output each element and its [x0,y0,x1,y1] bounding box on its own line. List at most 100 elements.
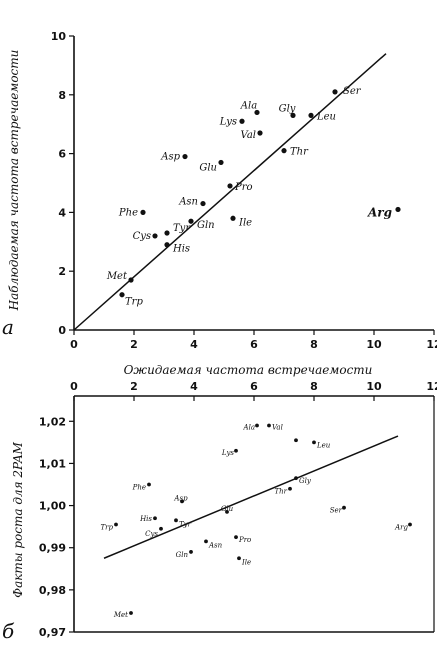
panel-b-x-tick-label: 10 [366,380,382,393]
panel-b-point-label: Tyr [179,520,192,528]
panel-a: а Наблюдаемая частота встречаемости Ожид… [2,30,437,377]
panel-a-point-label: Met [106,271,128,282]
panel-a-x-tick-label: 6 [250,338,258,351]
panel-b-data-point [234,535,238,540]
panel-a-data-point [152,233,158,239]
panel-b-point-label: Gln [176,551,189,559]
panel-b-point-label: Ala [243,424,255,432]
panel-a-point-label: Val [241,130,256,141]
panel-a-y-tick-label: 0 [58,324,66,337]
panel-a-data-point [257,130,263,136]
panel-a-data-point [164,242,170,248]
panel-a-data-point [254,109,260,116]
panel-b-point-label: Gly [299,477,312,485]
panel-b-point-label: Phe [132,484,146,492]
panel-b-data-point [189,550,193,554]
panel-b-point-label: Pro [238,536,251,544]
panel-a-y-tick-label: 6 [58,148,66,161]
panel-b-data-point [312,440,316,445]
panel-a-point-label: Thr [290,147,309,158]
panel-b-y-tick-label: 1,02 [39,415,66,428]
panel-b-data-point [147,482,151,487]
panel-b-data-point [204,539,208,544]
panel-a-y-tick-label: 2 [58,265,66,278]
panel-a-y-axis-label: Наблюдаемая частота встречаемости [7,50,21,312]
panel-a-point-label: Ala [240,100,257,111]
panel-a-data-point [218,159,224,166]
panel-a-point-label: Ser [343,86,362,97]
panel-b-x-tick-label: 12 [426,380,437,393]
panel-b-x-tick-label: 2 [130,380,138,393]
panel-a-point-label: Pro [234,182,253,193]
panel-a-x-tick-label: 8 [310,338,318,351]
panel-a-x-tick-label: 2 [130,338,138,351]
panel-b-y-tick-label: 0,99 [39,542,66,555]
panel-b-y-tick-label: 1,01 [39,457,66,470]
panel-b-data-point [294,438,298,443]
panel-a-point-label: Tyr [173,223,191,234]
panel-b-point-label: Asn [208,541,223,549]
panel-b-data-point [255,423,259,428]
panel-a-point-label: Lys [219,116,237,127]
panel-b-point-label: Arg [394,524,408,532]
panel-a-data-point [290,112,296,118]
panel-a-data-point [395,206,401,213]
panel-b-data-point [174,518,178,523]
panel-b-x-tick-label: 0 [70,380,78,393]
panel-b-point-label: Cys [145,530,158,538]
panel-b-regression-line [103,435,399,559]
panel-b-data-point [114,522,118,527]
panel-b-data-point [408,522,412,527]
panel-b-point-label: Leu [316,441,331,449]
panel-a-point-label: Gly [279,103,296,114]
panel-b-point-label: Thr [274,488,287,496]
panel-a-regression-line [73,53,387,331]
panel-b-data-point [342,505,346,510]
panel-a-data-point [188,218,194,224]
panel-a-x-tick-label: 10 [366,338,382,351]
panel-a-point-label: Gln [197,220,215,231]
panel-a-x-tick-label: 4 [190,338,198,351]
panel-a-x-tick-label: 0 [70,338,78,351]
panel-b-data-point [159,526,163,531]
panel-a-x-axis-label: Ожидаемая частота встречаемости [124,363,373,377]
panel-a-y-tick-label: 8 [58,89,66,102]
panel-a-point-label: Trp [125,297,143,308]
panel-a-point-label: Glu [199,162,217,173]
panel-b-letter: б [2,619,15,643]
panel-a-point-label: Arg [367,205,392,219]
panel-a-data-point [140,209,146,215]
panel-a-point-label: Leu [316,111,336,122]
panel-b-data-point [153,516,157,521]
panel-a-data-point [281,148,287,154]
panel-b-data-point [237,556,241,561]
panel-a-y-tick-label: 4 [58,206,66,219]
panel-b-data-point [234,448,238,453]
panel-a-letter: а [2,315,14,339]
panel-a-data-point [308,112,314,118]
panel-a-point-label: Asp [160,152,180,163]
panel-a-data-point [182,153,188,160]
panel-b-point-label: Val [272,424,283,432]
panel-b-point-label: His [139,515,152,523]
panel-a-x-tick-label: 12 [426,338,437,351]
panel-b-point-label: Ile [241,558,251,566]
panel-b: б Факты роста для 2PAM 0 2 4 6 8 10 12 0,97 0,98… [2,380,437,643]
panel-a-data-point [230,215,236,221]
panel-b-point-label: Lys [221,449,234,457]
panel-a-data-point [227,183,233,189]
panel-a-point-label: Cys [133,231,151,242]
panel-a-data-point [128,277,134,283]
panel-a-data-point [164,230,170,236]
panel-b-y-tick-label: 0,97 [39,626,66,639]
panel-b-x-tick-label: 8 [310,380,318,393]
panel-b-y-tick-label: 1,00 [39,500,66,513]
panel-a-point-label: His [172,244,190,255]
panel-a-point-label: Ile [238,217,252,228]
panel-b-y-axis-label: Факты роста для 2PAM [11,441,25,598]
panel-a-y-tick-label: 10 [51,30,67,43]
panel-a-data-point [119,292,125,298]
panel-a-point-label: Phe [118,207,138,218]
